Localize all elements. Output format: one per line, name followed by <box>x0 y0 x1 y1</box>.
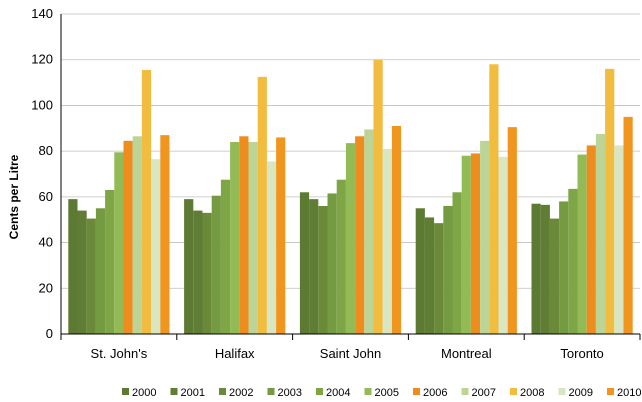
legend-swatch-2003 <box>267 388 275 395</box>
bar-2008-3 <box>489 64 499 335</box>
legend-label-2003: 2003 <box>278 387 302 399</box>
axes <box>60 14 641 340</box>
legend-swatch-2004 <box>316 388 323 395</box>
bar-2000-2 <box>299 192 310 334</box>
bar-2005-1 <box>230 142 240 334</box>
legend: 2000 2001 2002 2003 2004 2005 2006 2007 2008 2009… <box>122 387 641 399</box>
legend-label-2004: 2004 <box>326 387 350 399</box>
bar-2008-4 <box>605 68 615 334</box>
legend-label-2008: 2008 <box>520 387 544 399</box>
y-axis-label: Cents per Litre <box>7 154 21 239</box>
bar-2004-3 <box>452 192 462 334</box>
bar-2002-3 <box>434 223 444 334</box>
bar-2004-0 <box>105 190 115 334</box>
bar-2000-4 <box>531 203 541 334</box>
bar-2004-2 <box>336 179 346 334</box>
bar-2003-4 <box>559 201 569 334</box>
legend-label-2002: 2002 <box>229 387 253 399</box>
bar-2006-2 <box>355 136 365 334</box>
bar-2001-2 <box>309 199 319 334</box>
legend-swatch-2001 <box>170 388 178 395</box>
bar-2007-4 <box>595 134 606 334</box>
y-tick-label: 120 <box>31 52 53 67</box>
y-tick-label: 140 <box>31 6 53 21</box>
bar-2006-3 <box>470 153 481 334</box>
bar-2009-2 <box>382 148 392 334</box>
bar-2009-1 <box>266 161 277 334</box>
x-category-label: Saint John <box>320 346 381 361</box>
x-category-label: Toronto <box>560 346 603 361</box>
y-tick-label: 60 <box>39 189 53 204</box>
bar-2009-4 <box>614 145 624 334</box>
bar-2002-0 <box>86 218 96 334</box>
bar-2009-0 <box>151 159 161 334</box>
bar-2003-0 <box>95 208 106 334</box>
x-category-labels: St. John's Halifax Saint John Montreal Toron… <box>91 346 604 361</box>
legend-swatch-2006 <box>413 388 420 395</box>
bar-2000-3 <box>415 208 425 334</box>
bar-2007-3 <box>480 140 490 334</box>
bar-2003-2 <box>327 193 337 334</box>
legend-swatch-2000 <box>122 388 129 395</box>
bar-2002-2 <box>318 206 328 334</box>
bar-2006-1 <box>239 136 249 334</box>
legend-label-2007: 2007 <box>472 387 496 399</box>
bar-2007-0 <box>132 136 142 334</box>
bar-2009-3 <box>498 156 508 334</box>
legend-label-2000: 2000 <box>132 387 156 399</box>
x-category-label: St. John's <box>91 346 148 361</box>
bar-2004-4 <box>568 188 578 334</box>
bar-2010-4 <box>623 116 633 334</box>
bar-2005-4 <box>577 154 587 334</box>
bar-2008-0 <box>141 70 152 334</box>
bar-2010-1 <box>276 137 286 334</box>
bar-2001-3 <box>424 217 435 334</box>
y-tick-label: 80 <box>39 143 53 158</box>
bar-2001-1 <box>193 210 203 334</box>
bar-2000-0 <box>68 199 78 334</box>
bar-2002-1 <box>202 212 212 334</box>
legend-swatch-2009 <box>558 388 566 395</box>
legend-swatch-2005 <box>364 388 372 395</box>
legend-label-2001: 2001 <box>181 387 205 399</box>
x-category-label: Halifax <box>215 346 255 361</box>
y-tick-labels: 0 20 40 60 80 100 120 140 <box>31 6 53 341</box>
y-tick-label: 40 <box>39 235 53 250</box>
legend-swatch-2008 <box>510 388 517 395</box>
legend-label-2010: 2010 <box>617 387 641 399</box>
legend-swatch-2010 <box>607 388 614 395</box>
x-category-label: Montreal <box>441 346 492 361</box>
y-tick-label: 100 <box>31 97 53 112</box>
bar-2004-1 <box>220 179 231 334</box>
bar-2003-3 <box>443 206 453 334</box>
bar-2005-0 <box>114 152 124 334</box>
bar-2000-1 <box>184 199 194 334</box>
bar-2008-2 <box>373 59 383 334</box>
bar-2010-2 <box>391 126 402 334</box>
bar-2003-1 <box>211 195 221 334</box>
bar-2005-2 <box>345 143 356 334</box>
y-tick-label: 0 <box>46 326 53 341</box>
bar-2007-1 <box>248 142 258 334</box>
bar-2007-2 <box>364 129 374 334</box>
bar-2010-3 <box>507 127 517 335</box>
legend-swatch-2002 <box>219 388 226 395</box>
bar-2005-3 <box>461 155 471 334</box>
legend-label-2006: 2006 <box>423 387 447 399</box>
bar-2010-0 <box>160 135 170 334</box>
bar-2008-1 <box>257 76 267 334</box>
y-tick-label: 20 <box>39 280 53 295</box>
bar-2006-4 <box>586 145 596 334</box>
bar-2001-4 <box>540 204 550 334</box>
bars <box>68 59 633 335</box>
bar-2001-0 <box>77 210 87 334</box>
bar-2002-4 <box>549 218 560 334</box>
legend-swatch-2007 <box>461 388 469 395</box>
legend-label-2009: 2009 <box>569 387 593 399</box>
legend-label-2005: 2005 <box>375 387 399 399</box>
bar-2006-0 <box>123 140 133 334</box>
